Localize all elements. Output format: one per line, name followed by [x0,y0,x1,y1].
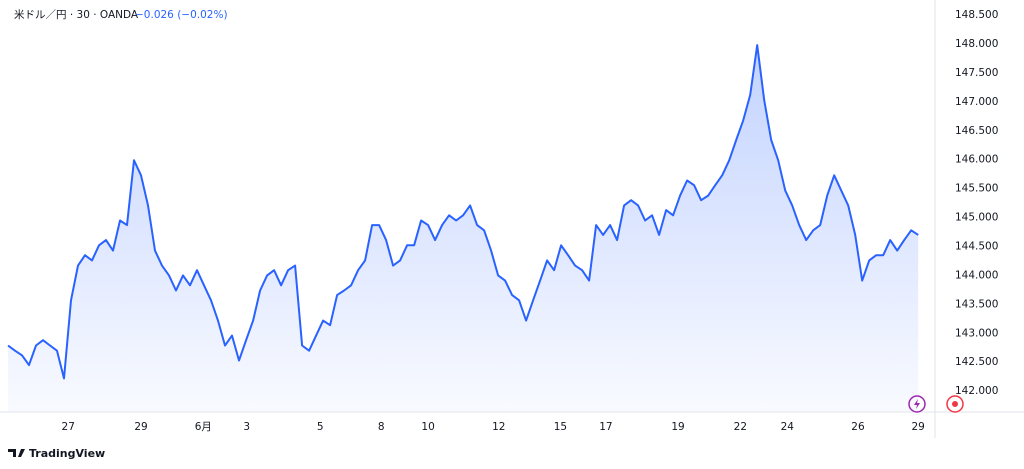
lightning-button[interactable] [908,395,926,413]
y-tick-label: 146.500 [955,125,998,137]
x-tick-label: 8 [378,421,385,433]
y-tick-label: 144.500 [955,241,998,253]
x-tick-label: 12 [492,421,505,433]
record-icon [952,401,958,407]
x-tick-label: 27 [62,421,75,433]
y-tick-label: 144.000 [955,269,998,281]
y-tick-label: 148.000 [955,38,998,50]
y-tick-label: 143.000 [955,327,998,339]
tradingview-logo: TradingView [8,447,105,460]
change: −0.026 (−0.02%) [135,9,228,21]
y-tick-label: 147.000 [955,96,998,108]
y-tick-label: 142.500 [955,356,998,368]
x-tick-label: 5 [317,421,324,433]
toolbar-icons[interactable] [908,395,964,413]
x-tick-label: 15 [554,421,567,433]
y-tick-label: 146.000 [955,154,998,166]
lightning-icon [914,399,920,409]
x-tick-label: 22 [734,421,747,433]
logo-mark [8,449,25,457]
area-fill [8,45,919,412]
brand: TradingView [29,447,105,460]
y-tick-label: 148.500 [955,9,998,21]
y-tick-label: 142.000 [955,385,998,397]
x-tick-label: 6月 [195,421,212,433]
x-tick-label: 19 [671,421,684,433]
x-tick-label: 29 [134,421,147,433]
y-tick-label: 145.000 [955,212,998,224]
record-button[interactable] [946,395,964,413]
x-tick-label: 17 [599,421,612,433]
y-tick-label: 145.500 [955,183,998,195]
x-tick-label: 10 [421,421,434,433]
x-tick-label: 29 [912,421,925,433]
y-tick-label: 147.500 [955,67,998,79]
y-tick-label: 143.500 [955,298,998,310]
symbol: 米ドル／円 · 30 · OANDA [14,8,139,21]
x-tick-label: 26 [851,421,865,433]
x-tick-label: 3 [243,421,250,433]
x-tick-label: 24 [781,421,795,433]
